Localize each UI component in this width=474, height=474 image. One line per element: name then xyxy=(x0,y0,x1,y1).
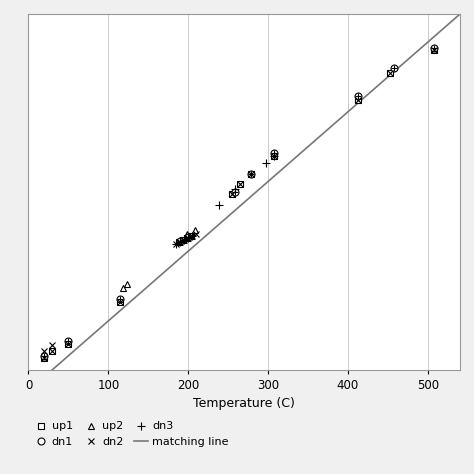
Legend: up1, dn1, up2, dn2, dn3, matching line: up1, dn1, up2, dn2, dn3, matching line xyxy=(34,421,228,447)
X-axis label: Temperature (C): Temperature (C) xyxy=(193,397,295,410)
